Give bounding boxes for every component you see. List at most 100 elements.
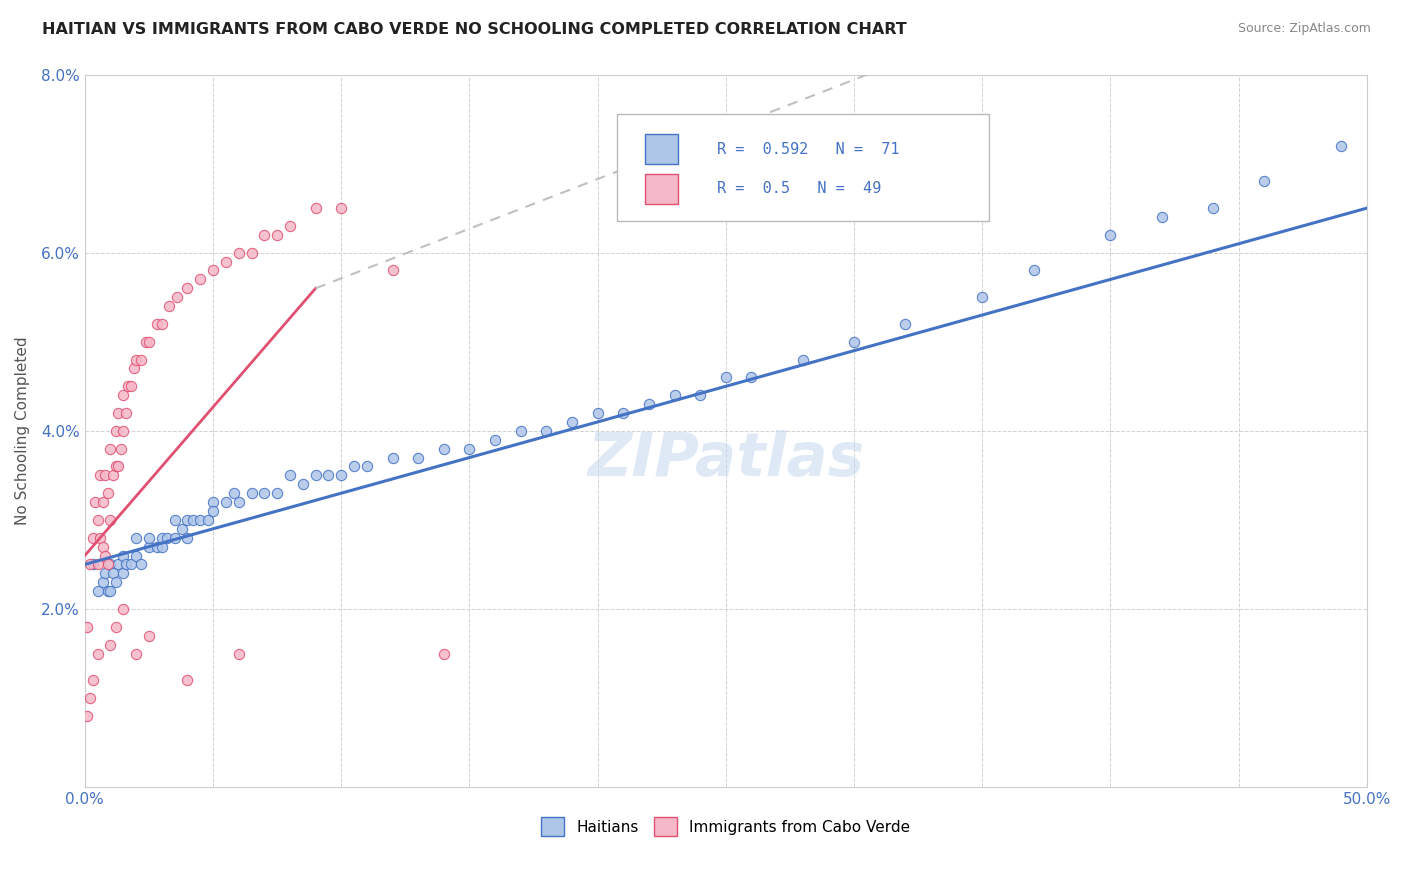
Point [253,227,276,242]
Point [97,558,120,572]
Point [330,201,353,215]
Point [101,468,124,483]
Point [135,334,157,349]
Point [110,442,132,456]
Point [536,424,558,438]
Point [117,379,139,393]
Point [150,531,173,545]
Point [304,201,326,215]
Point [82,531,104,545]
Point [107,558,129,572]
Point [330,468,353,483]
Point [228,647,250,661]
Point [86,584,108,599]
Point [188,272,211,286]
Point [664,388,686,402]
Text: R =  0.5   N =  49: R = 0.5 N = 49 [717,181,882,196]
Point [458,442,481,456]
Point [343,459,366,474]
Point [107,406,129,420]
Text: Source: ZipAtlas.com: Source: ZipAtlas.com [1237,22,1371,36]
Point [188,513,211,527]
Point [100,513,122,527]
Point [82,673,104,688]
Point [561,415,583,429]
Point [129,352,152,367]
Point [266,486,288,500]
Point [266,227,288,242]
Point [89,468,111,483]
Point [318,468,340,483]
Point [76,620,98,634]
Point [89,531,111,545]
Point [129,558,152,572]
Text: R =  0.592   N =  71: R = 0.592 N = 71 [717,142,900,157]
Point [253,486,276,500]
Point [120,379,142,393]
Point [97,486,120,500]
Point [176,673,198,688]
Point [714,370,737,384]
Point [159,299,181,313]
Point [150,540,173,554]
Point [138,531,160,545]
Point [240,486,263,500]
Point [86,513,108,527]
Point [1099,227,1122,242]
Point [176,531,198,545]
Point [1330,138,1353,153]
Point [181,513,204,527]
Point [689,388,711,402]
Point [842,334,865,349]
Point [156,531,179,545]
Point [120,558,142,572]
Point [433,442,456,456]
Point [150,317,173,331]
Point [94,566,117,581]
Point [612,406,634,420]
Point [166,290,188,304]
Point [278,219,301,233]
Point [278,468,301,483]
Point [1253,174,1275,188]
Point [304,468,326,483]
Text: HAITIAN VS IMMIGRANTS FROM CABO VERDE NO SCHOOLING COMPLETED CORRELATION CHART: HAITIAN VS IMMIGRANTS FROM CABO VERDE NO… [42,22,907,37]
Point [1202,201,1225,215]
Point [112,549,135,563]
Point [79,691,101,706]
Point [125,647,148,661]
Point [509,424,531,438]
Point [1150,210,1173,224]
Point [176,513,198,527]
Point [222,486,245,500]
Point [107,459,129,474]
Text: ZIPatlas: ZIPatlas [588,430,865,489]
Point [356,459,378,474]
Point [381,450,404,465]
Point [215,254,238,268]
Point [172,522,194,536]
Point [138,540,160,554]
Y-axis label: No Schooling Completed: No Schooling Completed [15,336,30,525]
Point [138,629,160,643]
Point [122,361,145,376]
Point [104,459,127,474]
Point [112,424,135,438]
Point [240,245,263,260]
Point [586,406,609,420]
Point [82,558,104,572]
FancyBboxPatch shape [617,113,988,220]
Point [894,317,917,331]
Point [228,245,250,260]
Legend: Haitians, Immigrants from Cabo Verde: Haitians, Immigrants from Cabo Verde [534,810,918,844]
Point [91,495,114,509]
Point [125,549,148,563]
Point [972,290,994,304]
Point [84,495,107,509]
Point [145,317,167,331]
Point [406,450,429,465]
Point [433,647,456,661]
Point [86,558,108,572]
Point [104,575,127,590]
Point [79,558,101,572]
